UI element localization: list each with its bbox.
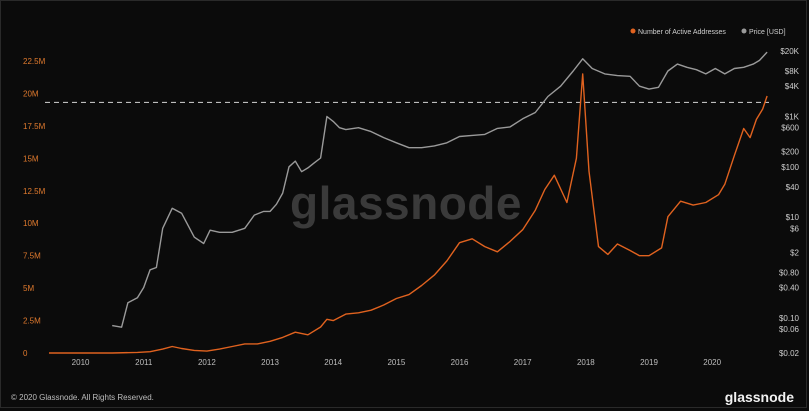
right-tick-label: $200 (781, 148, 799, 157)
x-tick-label: 2019 (640, 358, 658, 367)
left-tick-label: 0 (23, 349, 28, 358)
x-tick-label: 2017 (514, 358, 532, 367)
left-tick-label: 12.5M (23, 187, 46, 196)
right-tick-label: $40 (786, 183, 800, 192)
brand-logo: glassnode (724, 389, 794, 405)
x-axis: 2010 2011 2012 2013 2014 2015 2016 2017 2018 2019… (72, 358, 722, 367)
copyright-text: © 2020 Glassnode. All Rights Reserved. (11, 393, 154, 402)
x-tick-label: 2012 (198, 358, 216, 367)
x-tick-label: 2014 (324, 358, 342, 367)
right-tick-label: $0.02 (779, 349, 800, 358)
x-tick-label: 2015 (387, 358, 405, 367)
price-line (112, 51, 768, 328)
left-tick-label: 22.5M (23, 57, 46, 66)
active-addresses-line (49, 73, 768, 354)
x-tick-label: 2011 (135, 358, 153, 367)
legend-label: Price [USD] (749, 29, 786, 36)
right-axis: $0.02 $0.06 $0.10 $0.40 $0.80 $2 $6 $10 $40 $100 $… (779, 47, 800, 358)
right-tick-label: $20K (780, 47, 799, 56)
x-tick-label: 2013 (261, 358, 279, 367)
left-tick-label: 7.5M (23, 252, 41, 261)
right-tick-label: $0.80 (779, 268, 800, 277)
x-tick-label: 2018 (577, 358, 595, 367)
legend-label: Number of Active Addresses (638, 29, 726, 36)
right-tick-label: $100 (781, 163, 799, 172)
left-tick-label: 20M (23, 89, 39, 98)
left-axis: 0 2.5M 5M 7.5M 10M 12.5M 15M 17.5M 20M 22.5M (23, 57, 46, 358)
x-tick-label: 2016 (451, 358, 469, 367)
left-tick-label: 15M (23, 154, 39, 163)
right-tick-label: $6 (790, 224, 799, 233)
legend-marker (741, 28, 747, 34)
right-tick-label: $10 (786, 213, 800, 222)
left-tick-label: 10M (23, 219, 39, 228)
right-tick-label: $600 (781, 124, 799, 133)
series-layer (49, 51, 768, 354)
left-tick-label: 5M (23, 284, 34, 293)
legend: Number of Active Addresses Price [USD] (630, 28, 786, 36)
right-tick-label: $2 (790, 248, 799, 257)
x-tick-label: 2010 (72, 358, 90, 367)
right-tick-label: $0.06 (779, 325, 800, 334)
x-tick-label: 2020 (703, 358, 721, 367)
right-tick-label: $1K (785, 112, 800, 121)
left-tick-label: 17.5M (23, 122, 46, 131)
right-tick-label: $0.10 (779, 314, 800, 323)
watermark: glassnode (290, 177, 522, 229)
right-tick-label: $4K (785, 82, 800, 91)
legend-marker (630, 28, 636, 34)
left-tick-label: 2.5M (23, 317, 41, 326)
right-tick-label: $0.40 (779, 284, 800, 293)
right-tick-label: $8K (785, 67, 800, 76)
